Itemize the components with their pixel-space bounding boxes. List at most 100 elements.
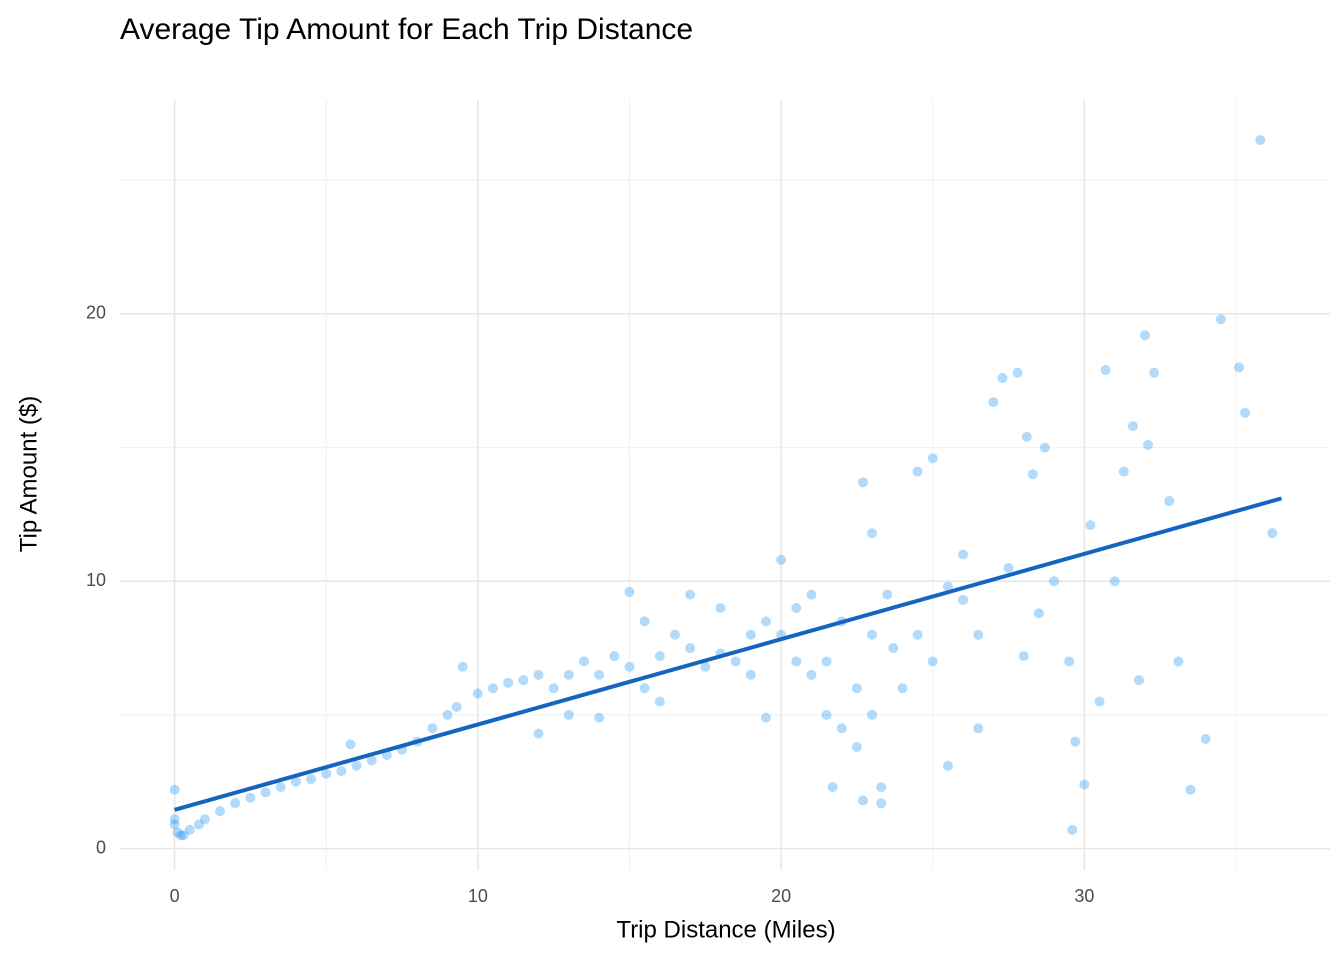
x-tick-label: 20 (771, 886, 791, 906)
point (1003, 562, 1014, 573)
point (1027, 469, 1038, 480)
point (427, 723, 438, 734)
point (760, 712, 771, 723)
point (888, 643, 899, 654)
point (1140, 330, 1151, 341)
point (876, 798, 887, 809)
point (806, 589, 817, 600)
point (745, 669, 756, 680)
point (172, 827, 183, 838)
point (1127, 421, 1138, 432)
point (503, 677, 514, 688)
point (988, 397, 999, 408)
point (857, 795, 868, 806)
point (927, 453, 938, 464)
point (488, 683, 499, 694)
point (578, 656, 589, 667)
point (730, 656, 741, 667)
point (942, 760, 953, 771)
point (821, 656, 832, 667)
point (306, 774, 317, 785)
x-axis-label: Trip Distance (Miles) (616, 916, 835, 943)
point (1234, 362, 1245, 373)
point (1240, 407, 1251, 418)
point (1021, 431, 1032, 442)
point (169, 819, 180, 830)
point (548, 683, 559, 694)
chart-title: Average Tip Amount for Each Trip Distanc… (120, 13, 693, 46)
point (776, 554, 787, 565)
point (1143, 439, 1154, 450)
point (867, 709, 878, 720)
point (472, 688, 483, 699)
point (639, 683, 650, 694)
point (1085, 520, 1096, 531)
point (1255, 135, 1266, 146)
point (927, 656, 938, 667)
y-axis-label: Tip Amount ($) (15, 396, 42, 553)
point (1109, 576, 1120, 587)
point (624, 586, 635, 597)
point (1033, 608, 1044, 619)
point (533, 728, 544, 739)
point (457, 661, 468, 672)
point (594, 669, 605, 680)
point (973, 723, 984, 734)
point (791, 656, 802, 667)
point (609, 651, 620, 662)
point (791, 602, 802, 613)
point (897, 683, 908, 694)
point (912, 466, 923, 477)
point (518, 675, 529, 686)
point (1012, 367, 1023, 378)
point (175, 830, 186, 841)
point (1200, 733, 1211, 744)
point (958, 594, 969, 605)
point (1070, 736, 1081, 747)
point (321, 768, 332, 779)
point (199, 814, 210, 825)
x-tick-label: 0 (170, 886, 180, 906)
point (942, 581, 953, 592)
point (685, 589, 696, 600)
point (836, 723, 847, 734)
point (169, 784, 180, 795)
point (827, 782, 838, 793)
point (275, 782, 286, 793)
fit-line (174, 496, 1283, 812)
point (867, 629, 878, 640)
point (442, 709, 453, 720)
point (1133, 675, 1144, 686)
point (654, 696, 665, 707)
point (876, 782, 887, 793)
point (336, 766, 347, 777)
point (1018, 651, 1029, 662)
point (821, 709, 832, 720)
point (594, 712, 605, 723)
point (245, 792, 256, 803)
point (745, 629, 756, 640)
point (654, 651, 665, 662)
point (639, 616, 650, 627)
point (1149, 367, 1160, 378)
point (857, 477, 868, 488)
point (290, 776, 301, 787)
point (563, 669, 574, 680)
point (451, 701, 462, 712)
point (851, 742, 862, 753)
point (533, 669, 544, 680)
x-tick-label: 30 (1074, 886, 1094, 906)
point (345, 739, 356, 750)
point (669, 629, 680, 640)
point (366, 755, 377, 766)
y-tick-label: 20 (86, 303, 106, 323)
point (1215, 314, 1226, 325)
point (215, 806, 226, 817)
point (260, 787, 271, 798)
point (563, 709, 574, 720)
point (1094, 696, 1105, 707)
point (169, 814, 180, 825)
point (230, 798, 241, 809)
point (1164, 496, 1175, 507)
point (1185, 784, 1196, 795)
